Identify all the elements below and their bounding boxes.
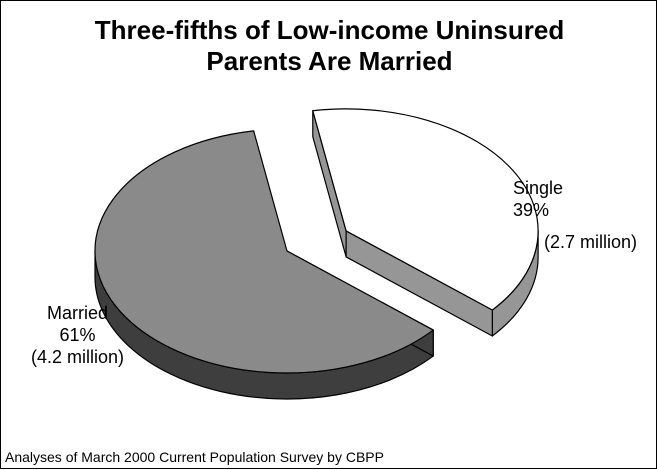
single-name: Single <box>513 178 564 198</box>
chart-title-line-1: Three-fifths of Low-income Uninsured <box>94 15 565 45</box>
married-percent: 61% <box>59 325 96 345</box>
married-name: Married <box>46 303 108 323</box>
source-note: Analyses of March 2000 Current Populatio… <box>5 449 384 465</box>
single-percent: 39% <box>513 200 550 220</box>
married-slice <box>94 130 434 374</box>
married-slice-label: Married 61% (4.2 million) <box>15 302 140 368</box>
single-count: (2.7 million) <box>543 232 637 252</box>
married-count: (4.2 million) <box>30 347 125 367</box>
chart-title-line-2: Parents Are Married <box>206 46 453 76</box>
single-slice <box>312 108 539 311</box>
single-slice-label: Single 39% (2.7 million) <box>491 177 637 253</box>
chart-title: Three-fifths of Low-income Uninsured Par… <box>1 15 657 77</box>
